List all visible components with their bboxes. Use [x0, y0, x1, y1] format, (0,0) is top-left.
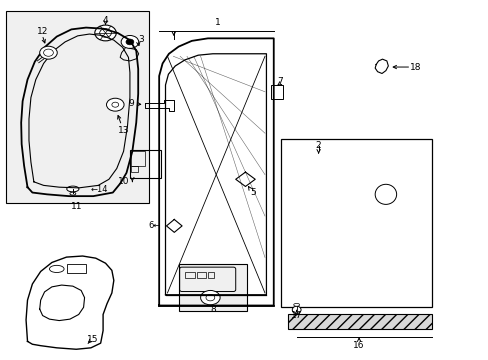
- Bar: [196, 272, 206, 278]
- Text: 12: 12: [37, 27, 48, 36]
- Ellipse shape: [292, 306, 301, 314]
- Text: 6←: 6←: [148, 221, 160, 230]
- Circle shape: [121, 36, 139, 48]
- Circle shape: [200, 291, 220, 305]
- Bar: [5, 12, 149, 203]
- Bar: [184, 272, 194, 278]
- Bar: [130, 149, 160, 178]
- Ellipse shape: [70, 192, 76, 195]
- Text: 11: 11: [70, 202, 82, 211]
- Text: 18: 18: [409, 63, 421, 72]
- Text: 1: 1: [214, 18, 220, 27]
- Text: 2: 2: [315, 141, 321, 150]
- Text: 7: 7: [276, 77, 282, 86]
- Circle shape: [40, 46, 57, 59]
- Circle shape: [95, 25, 116, 41]
- Bar: [131, 150, 144, 166]
- Text: 17: 17: [290, 311, 302, 320]
- Bar: [281, 139, 431, 307]
- Bar: [178, 264, 246, 311]
- Circle shape: [106, 98, 124, 111]
- Text: 8: 8: [209, 305, 215, 314]
- Text: 10: 10: [118, 177, 129, 186]
- Text: 5: 5: [250, 188, 256, 197]
- Circle shape: [126, 39, 134, 45]
- Ellipse shape: [67, 186, 79, 192]
- Text: ←14: ←14: [91, 185, 108, 194]
- Text: 13: 13: [118, 126, 129, 135]
- Bar: [288, 315, 431, 329]
- Text: 3: 3: [138, 35, 143, 44]
- Text: 15: 15: [86, 335, 98, 344]
- Ellipse shape: [293, 303, 299, 306]
- Text: 9: 9: [128, 99, 134, 108]
- Bar: [208, 272, 214, 278]
- Bar: [131, 166, 138, 172]
- Bar: [66, 264, 86, 273]
- Bar: [271, 85, 282, 99]
- Text: 16: 16: [353, 341, 364, 350]
- Text: 4: 4: [102, 16, 108, 25]
